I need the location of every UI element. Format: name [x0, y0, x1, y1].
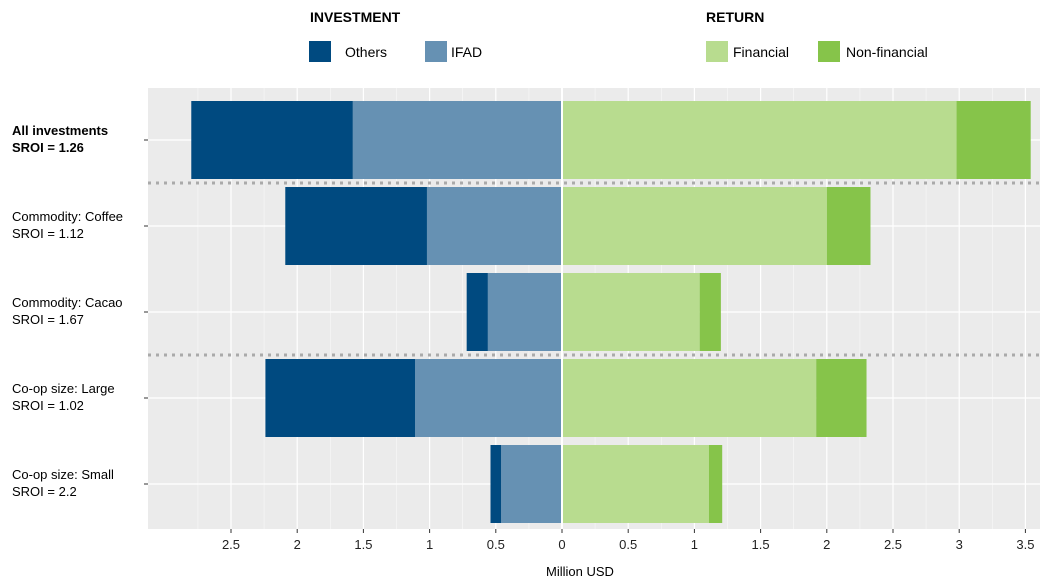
category-label-line2: SROI = 1.67 [12, 312, 84, 327]
category-label-line1: Commodity: Cacao [12, 295, 123, 310]
legend-title-return: RETURN [706, 9, 764, 25]
x-tick-label: 1 [426, 537, 433, 552]
bar-financial [562, 187, 827, 265]
legend-swatch-financial [706, 41, 728, 62]
bar-others [490, 445, 502, 523]
bar-others [466, 273, 488, 351]
x-axis-title: Million USD [546, 564, 614, 579]
bar-non-financial [816, 359, 867, 437]
x-tick-label: 0.5 [619, 537, 637, 552]
bar-ifad [501, 445, 562, 523]
bar-non-financial [708, 445, 723, 523]
x-tick-label: 1 [691, 537, 698, 552]
x-tick-label: 0.5 [487, 537, 505, 552]
legend-swatch-ifad [425, 41, 447, 62]
x-tick-label: 3 [956, 537, 963, 552]
bar-others [265, 359, 416, 437]
bar-others [191, 101, 353, 179]
x-tick-label: 0 [558, 537, 565, 552]
legend: INVESTMENT Others IFAD RETURN Financial … [309, 9, 928, 62]
bar-financial [562, 273, 700, 351]
category-label-line2: SROI = 1.12 [12, 226, 84, 241]
legend-swatch-others [309, 41, 331, 62]
x-tick-label: 2 [823, 537, 830, 552]
bar-non-financial [826, 187, 871, 265]
bar-financial [562, 101, 957, 179]
x-tick-label: 3.5 [1016, 537, 1034, 552]
category-label-line2: SROI = 1.26 [12, 140, 84, 155]
bar-ifad [487, 273, 562, 351]
category-label-line1: Commodity: Coffee [12, 209, 123, 224]
legend-label-financial: Financial [733, 44, 789, 60]
bar-financial [562, 445, 709, 523]
bars [191, 88, 1031, 529]
legend-label-non-financial: Non-financial [846, 44, 928, 60]
category-label-line1: Co-op size: Small [12, 467, 114, 482]
bar-financial [562, 359, 817, 437]
legend-title-investment: INVESTMENT [310, 9, 401, 25]
x-tick-label: 2 [294, 537, 301, 552]
x-tick-label: 2.5 [222, 537, 240, 552]
category-label-line2: SROI = 1.02 [12, 398, 84, 413]
category-label-line1: All investments [12, 123, 108, 138]
legend-label-others: Others [345, 44, 387, 60]
bar-non-financial [956, 101, 1031, 179]
bar-ifad [415, 359, 562, 437]
category-label-line1: Co-op size: Large [12, 381, 115, 396]
category-labels: All investments SROI = 1.26 Commodity: Cof… [12, 123, 148, 499]
legend-swatch-non-financial [818, 41, 840, 62]
legend-label-ifad: IFAD [451, 44, 482, 60]
bar-others [285, 187, 427, 265]
x-tick-label: 2.5 [884, 537, 902, 552]
x-tick-label: 1.5 [752, 537, 770, 552]
x-axis-ticks: 2.5 2 1.5 1 0.5 0 0.5 1 1.5 2 2.5 3 3.5 [222, 529, 1034, 552]
category-label-line2: SROI = 2.2 [12, 484, 77, 499]
x-tick-label: 1.5 [354, 537, 372, 552]
bar-ifad [352, 101, 562, 179]
bar-non-financial [699, 273, 721, 351]
bar-ifad [426, 187, 562, 265]
